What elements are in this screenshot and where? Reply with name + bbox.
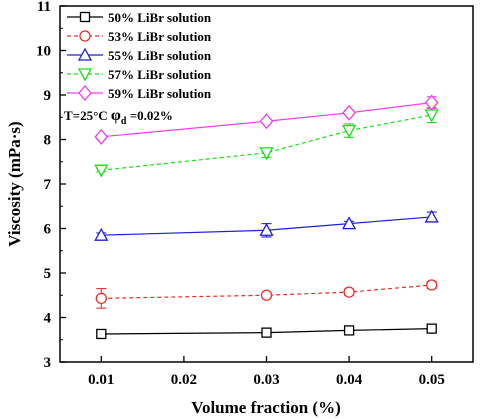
y-axis-ticks: 3 4 5 6 7 8 9 10 11 [36,0,66,371]
legend-label: 55% LiBr solution [108,48,212,63]
legend-item: 55% LiBr solution [67,47,212,63]
legend-marker [78,85,92,101]
legend-label: 59% LiBr solution [108,86,212,101]
data-point [94,227,109,241]
annotation-part: d [121,116,127,127]
legend: 50% LiBr solution 53% LiBr solution 55% Li… [67,10,212,101]
x-tick-label: 0.05 [419,372,445,388]
x-tick-label: 0.03 [253,372,279,388]
data-point [259,113,274,130]
data-point [342,216,357,230]
data-point [94,164,109,178]
data-point [260,289,273,301]
y-tick-label: 8 [44,133,52,149]
series-line [101,216,432,236]
data-point [94,128,109,145]
data-point [259,222,274,236]
x-axis-label: Volume fraction (%) [191,398,341,417]
data-point [424,94,439,111]
data-point [426,323,437,334]
series-4 [94,106,439,178]
series-2 [95,279,438,309]
series-5 [94,94,439,145]
data-point [259,147,274,161]
y-tick-label: 10 [36,44,51,60]
series-3 [94,209,439,241]
y-tick-label: 4 [44,311,52,327]
legend-marker [79,11,91,23]
series-1 [96,323,437,340]
data-point [96,328,107,340]
annotation-part: =0.02% [126,108,172,123]
x-tick-label: 0.01 [88,372,114,388]
annotation-temperature: T=25°C φd =0.02% [64,107,173,127]
legend-marker [77,68,93,82]
legend-item: 57% LiBr solution [67,67,212,82]
legend-label: 53% LiBr solution [108,29,212,44]
x-tick-label: 0.04 [336,372,363,388]
series-line [101,328,432,335]
data-point [343,286,355,298]
x-tick-label: 0.02 [171,372,197,388]
legend-label: 50% LiBr solution [108,10,212,25]
data-point [95,292,107,305]
y-tick-label: 11 [37,0,51,15]
data-point [343,325,355,336]
y-tick-label: 6 [44,222,52,238]
legend-item: 50% LiBr solution [67,10,212,25]
series-line [101,101,432,138]
y-axis-label: Viscosity (mPa·s) [5,121,24,246]
annotation-part: φ [111,107,121,124]
data-point [342,104,356,121]
data-point [424,209,439,223]
series-layer [94,94,439,340]
y-tick-label: 9 [44,88,52,104]
y-tick-label: 7 [44,177,52,193]
y-tick-label: 3 [44,355,52,371]
data-point [261,327,272,338]
legend-marker [79,30,91,42]
y-tick-label: 5 [44,266,52,282]
x-axis-ticks: 0.01 0.02 0.03 0.04 0.05 [88,356,445,388]
data-point [342,124,357,138]
annotation-part: T=25°C [64,108,111,123]
legend-marker [77,47,93,61]
legend-item: 59% LiBr solution [67,85,212,101]
series-line [101,284,432,299]
legend-item: 53% LiBr solution [67,29,212,44]
legend-label: 57% LiBr solution [108,67,212,82]
data-point [426,279,438,291]
